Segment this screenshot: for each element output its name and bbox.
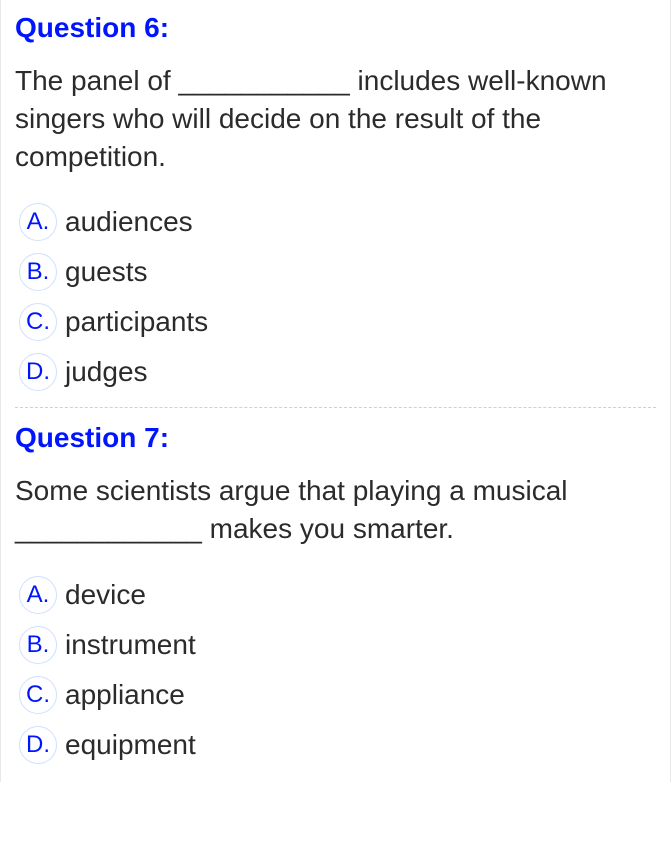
option-text: instrument — [65, 629, 196, 661]
option-letter-circle: C. — [19, 303, 57, 341]
option-letter-circle: D. — [19, 726, 57, 764]
option-a[interactable]: A. audiences — [19, 203, 656, 241]
option-text: participants — [65, 306, 208, 338]
option-c[interactable]: C. appliance — [19, 676, 656, 714]
question-block-7: Question 7: Some scientists argue that p… — [15, 422, 656, 764]
option-text: guests — [65, 256, 148, 288]
option-text: appliance — [65, 679, 185, 711]
quiz-container: Question 6: The panel of ___________ inc… — [0, 0, 671, 782]
option-b[interactable]: B. instrument — [19, 626, 656, 664]
option-letter-circle: A. — [19, 203, 57, 241]
question-title: Question 7: — [15, 422, 656, 454]
option-d[interactable]: D. judges — [19, 353, 656, 391]
option-text: audiences — [65, 206, 193, 238]
option-letter-circle: B. — [19, 253, 57, 291]
question-text: Some scientists argue that playing a mus… — [15, 472, 656, 548]
question-block-6: Question 6: The panel of ___________ inc… — [15, 12, 656, 391]
option-d[interactable]: D. equipment — [19, 726, 656, 764]
options-list: A. audiences B. guests C. participants D… — [15, 203, 656, 391]
question-title: Question 6: — [15, 12, 656, 44]
option-c[interactable]: C. participants — [19, 303, 656, 341]
question-text: The panel of ___________ includes well-k… — [15, 62, 656, 175]
option-text: device — [65, 579, 146, 611]
option-letter-circle: D. — [19, 353, 57, 391]
option-letter-circle: C. — [19, 676, 57, 714]
option-text: equipment — [65, 729, 196, 761]
option-letter-circle: B. — [19, 626, 57, 664]
options-list: A. device B. instrument C. appliance D. … — [15, 576, 656, 764]
option-a[interactable]: A. device — [19, 576, 656, 614]
option-b[interactable]: B. guests — [19, 253, 656, 291]
option-letter-circle: A. — [19, 576, 57, 614]
question-divider — [15, 407, 656, 408]
option-text: judges — [65, 356, 148, 388]
